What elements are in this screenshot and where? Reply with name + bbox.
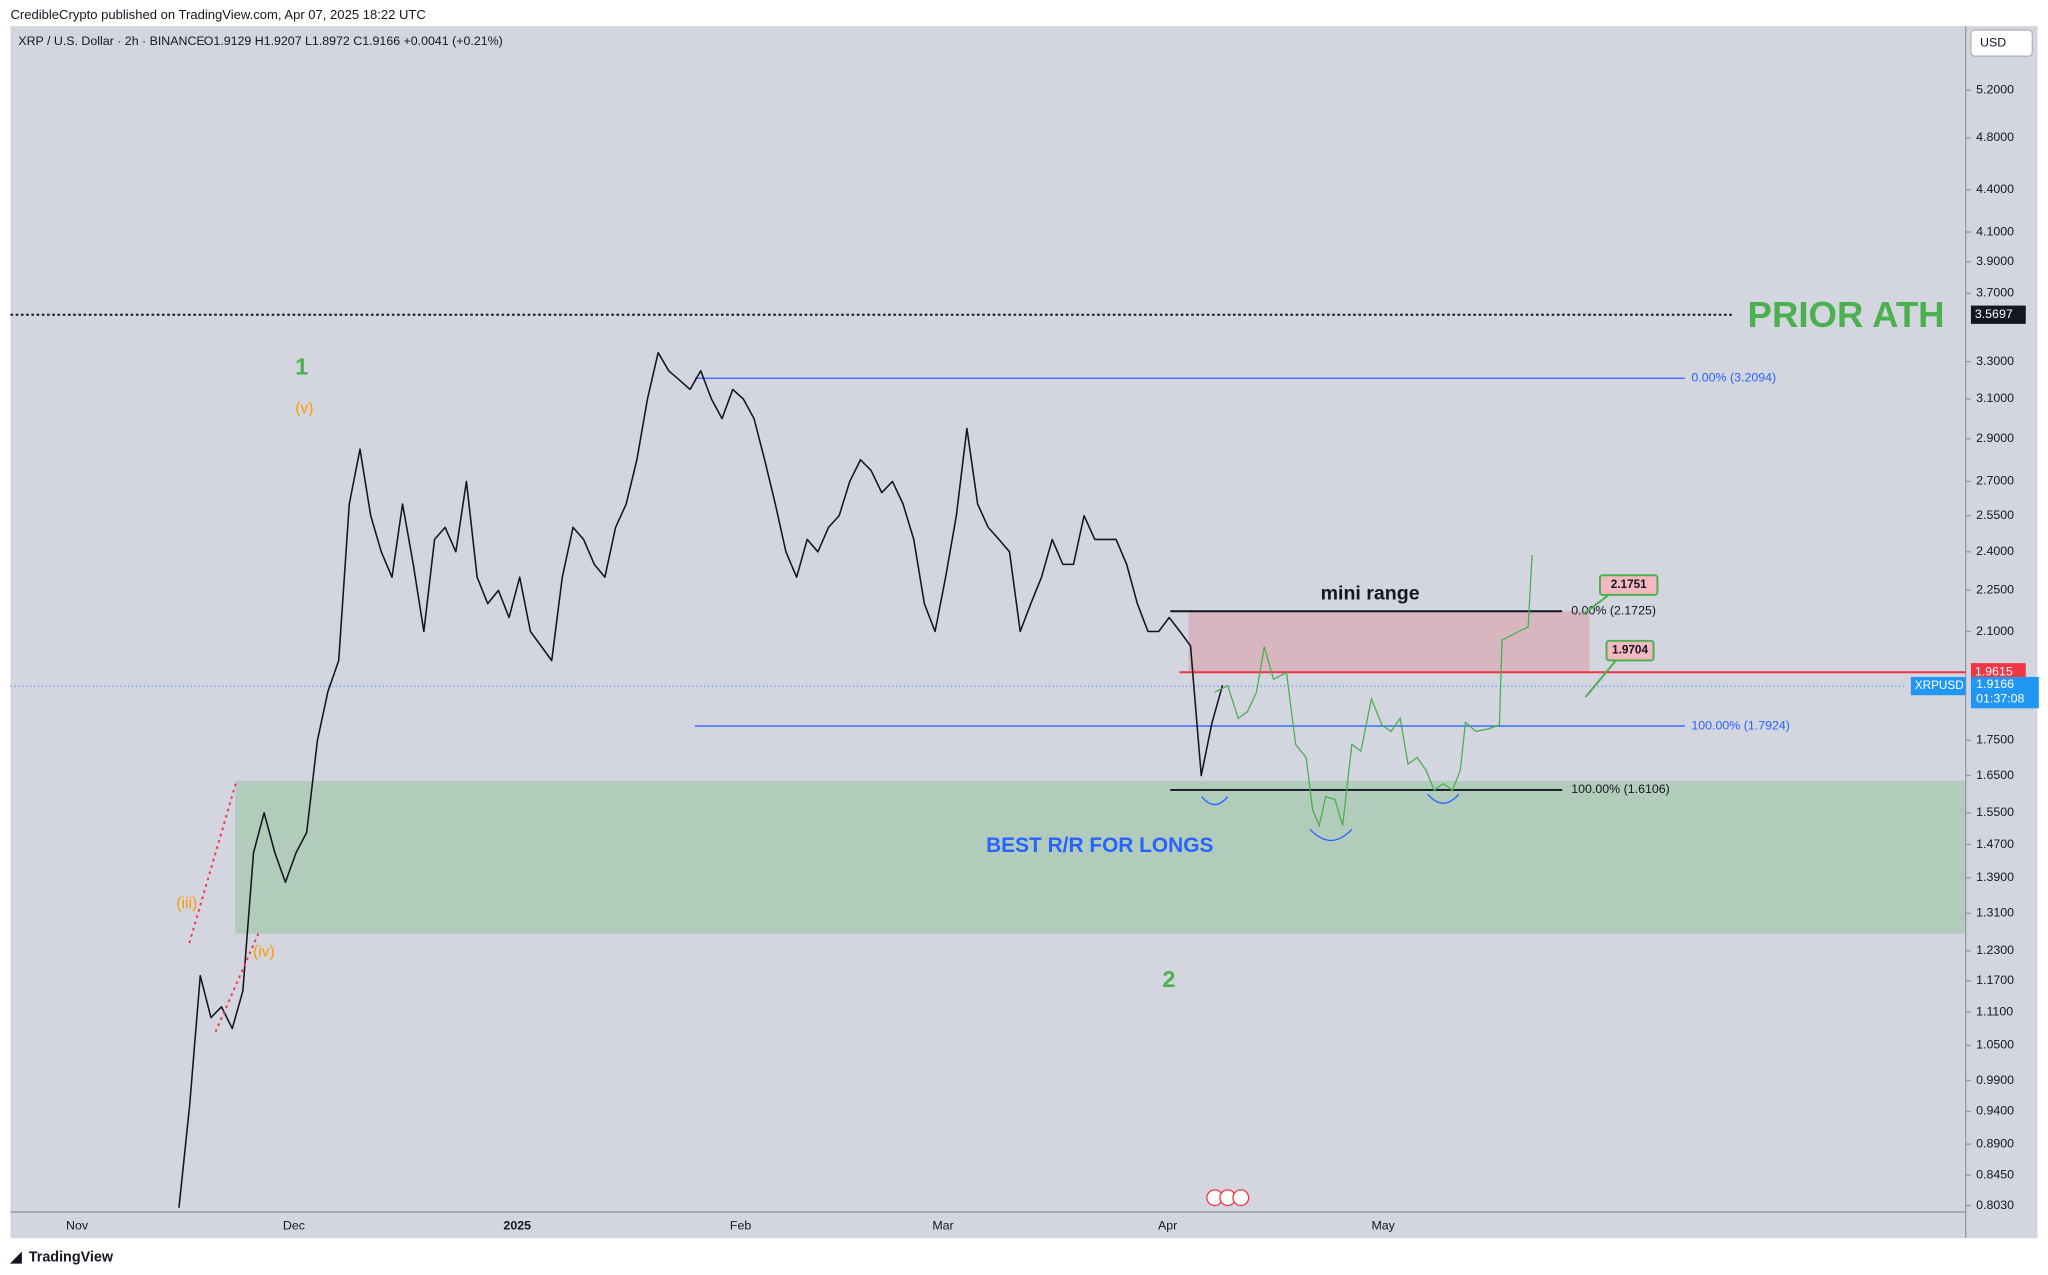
- y-tick-label: 4.1000: [1976, 224, 2014, 238]
- symbol-tag: [1910, 676, 1966, 696]
- x-tick-label: Dec: [283, 1219, 305, 1233]
- x-tick-label: 2025: [503, 1219, 531, 1233]
- countdown: 01:37:08: [1976, 691, 2024, 705]
- event-icons[interactable]: [1206, 1189, 1250, 1207]
- fib-label: 0.00% (3.2094): [1691, 371, 1776, 385]
- wave-trendline: [188, 780, 238, 944]
- price-line: [178, 351, 1224, 1208]
- logo: ◢: [9, 1250, 22, 1266]
- target-tag: [1599, 574, 1659, 596]
- ath-price: 3.5697: [1975, 307, 2013, 321]
- fib-label: 100.00% (1.7924): [1691, 718, 1790, 732]
- x-tick-label: May: [1371, 1219, 1395, 1233]
- y-tick-label: 1.7500: [1976, 733, 2014, 747]
- wave-trendline: [214, 929, 261, 1033]
- zone-label: BEST R/R FOR LONGS: [986, 834, 1213, 857]
- target-label: 1.9704: [1612, 644, 1648, 657]
- range-label: 0.00% (2.1725): [1571, 604, 1656, 618]
- long-zone: [235, 780, 1966, 934]
- y-tick-label: 4.4000: [1976, 182, 2014, 196]
- y-tick-label: 3.9000: [1976, 254, 2014, 268]
- current-price-tag: [1970, 676, 2039, 709]
- range-label: 100.00% (1.6106): [1571, 782, 1670, 796]
- y-tick-label: 1.5500: [1976, 805, 2014, 819]
- publisher: CredibleCrypto published on TradingView.…: [10, 7, 425, 22]
- y-tick-label: 2.2500: [1976, 583, 2014, 597]
- range-box: [1188, 611, 1590, 673]
- target-label: 2.1751: [1611, 578, 1647, 591]
- current-price: 1.9166: [1976, 677, 2014, 691]
- y-tick-label: 2.1000: [1976, 624, 2014, 638]
- symbol-tag-label: XRPUSD: [1915, 679, 1964, 692]
- wave-label: (v): [295, 400, 313, 417]
- footer-brand: TradingView: [29, 1250, 114, 1266]
- y-tick-label: 0.9400: [1976, 1104, 2014, 1118]
- projection-path: [1214, 555, 1533, 828]
- y-tick-label: 1.4700: [1976, 837, 2014, 851]
- bottom-arc: [1309, 828, 1353, 842]
- bottom-arc: [1201, 796, 1229, 806]
- y-tick-label: 0.8030: [1976, 1198, 2014, 1212]
- y-tick-label: 1.2300: [1976, 943, 2014, 957]
- y-tick-label: 0.9900: [1976, 1073, 2014, 1087]
- bottom-arc: [1427, 793, 1460, 804]
- x-tick-label: Apr: [1158, 1219, 1177, 1233]
- y-tick-label: 3.7000: [1976, 286, 2014, 300]
- y-tick-label: 3.3000: [1976, 354, 2014, 368]
- y-tick-label: 2.5500: [1976, 508, 2014, 522]
- event-icon[interactable]: [1232, 1189, 1250, 1207]
- y-tick-label: 1.6500: [1976, 768, 2014, 782]
- wave-label: (iii): [176, 895, 197, 912]
- x-tick-label: Feb: [730, 1219, 751, 1233]
- range-title: mini range: [1321, 582, 1420, 604]
- symbol: XRP / U.S. Dollar · 2h · BINANCE: [18, 34, 204, 48]
- red-price-tag: [1970, 663, 2026, 682]
- y-tick-label: 1.1700: [1976, 973, 2014, 987]
- target-pointer: [1584, 658, 1618, 698]
- red-price: 1.9615: [1975, 665, 2013, 679]
- y-tick-label: 1.3900: [1976, 870, 2014, 884]
- ohlc: O1.9129 H1.9207 L1.8972 C1.9166 +0.0041 …: [204, 34, 503, 48]
- y-tick-label: 1.0500: [1976, 1038, 2014, 1052]
- target-pointer: [1582, 592, 1612, 616]
- y-tick-label: 3.1000: [1976, 391, 2014, 405]
- y-tick-label: 2.4000: [1976, 544, 2014, 558]
- target-tag: [1605, 639, 1655, 662]
- y-tick-label: 1.3100: [1976, 906, 2014, 920]
- currency[interactable]: USD: [1980, 35, 2006, 49]
- x-tick-label: Nov: [66, 1219, 89, 1233]
- y-tick-label: 0.8450: [1976, 1167, 2014, 1181]
- y-tick-label: 4.8000: [1976, 130, 2014, 144]
- wave-label: 2: [1162, 966, 1175, 992]
- wave-label: 1: [295, 354, 308, 380]
- y-tick-label: 0.8900: [1976, 1136, 2014, 1150]
- y-tick-label: 5.2000: [1976, 82, 2014, 96]
- y-tick-label: 2.9000: [1976, 431, 2014, 445]
- ath-label: PRIOR ATH: [1748, 294, 1945, 335]
- plot: BEST R/R FOR LONGS 0.8030 0.8450 0.8900 0.94…: [10, 82, 2039, 1233]
- ath-price-tag: [1970, 305, 2026, 324]
- y-tick-label: 2.7000: [1976, 474, 2014, 488]
- y-tick-label: 1.1100: [1976, 1004, 2013, 1018]
- x-tick-label: Mar: [932, 1219, 953, 1233]
- plot-background: [10, 26, 2038, 1239]
- wave-label: (iv): [253, 943, 275, 960]
- currency-box[interactable]: [1970, 29, 2033, 57]
